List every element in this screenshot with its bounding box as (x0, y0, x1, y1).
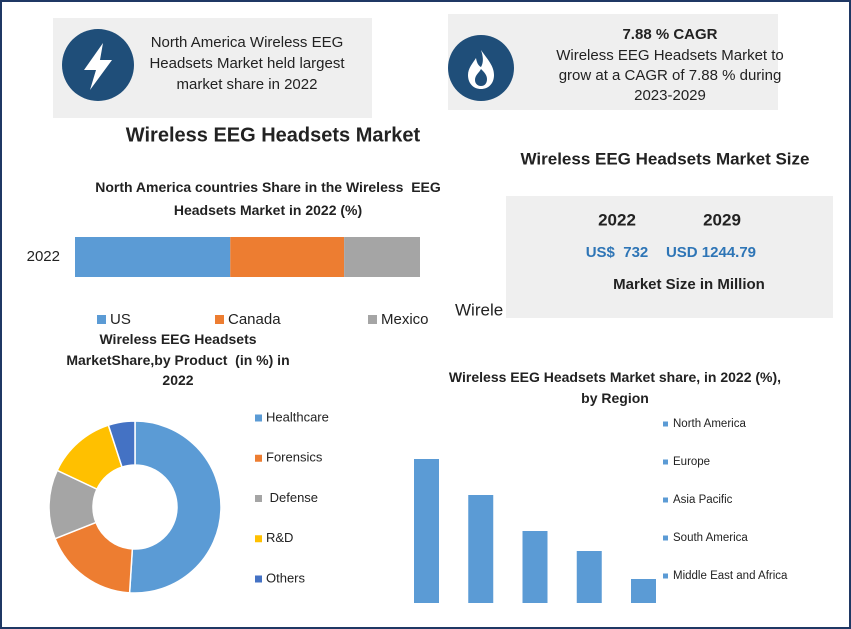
legend-label: Healthcare (266, 409, 329, 424)
legend-swatch (663, 535, 668, 541)
size-box (506, 196, 833, 318)
size-title: Wireless EEG Headsets Market Size (521, 149, 810, 168)
legend-swatch (663, 459, 668, 465)
bar-segment (344, 237, 420, 277)
bolt-icon (84, 43, 112, 90)
bar (468, 495, 494, 603)
flame-icon (468, 50, 494, 89)
donut-slice (107, 420, 136, 469)
legend-swatch (97, 315, 106, 324)
legend-label: Asia Pacific (673, 494, 733, 506)
legend-swatch (663, 573, 668, 579)
legend-label: Defense (266, 490, 318, 505)
size-unit: Market Size in Million (613, 276, 765, 293)
legend-swatch (255, 414, 262, 422)
year: 2022 (598, 210, 636, 229)
bar (631, 579, 656, 603)
legend-label: South America (673, 532, 748, 544)
bar (522, 531, 548, 603)
legend-label: North America (673, 418, 746, 430)
size-value: USD 1244.79 (666, 244, 756, 261)
stray-text: Wirele (455, 300, 503, 319)
y-tick-label: 2022 (27, 248, 60, 265)
chart-title: Wireless EEG Headsets MarketShare,by Pro… (66, 331, 294, 388)
legend-swatch (255, 535, 262, 543)
chart-title: Wireless EEG Headsets Market share, in 2… (448, 369, 785, 406)
legend-swatch (255, 575, 262, 583)
legend-swatch (255, 454, 262, 462)
legend-label: Mexico (381, 311, 429, 328)
chart-title: North America countries Share in the Wir… (95, 179, 445, 218)
callout-text: North America Wireless EEG Headsets Mark… (149, 34, 349, 93)
legend-swatch (663, 421, 668, 427)
bar (414, 459, 439, 603)
legend-label: US (110, 311, 131, 328)
legend-label: Forensics (266, 450, 323, 465)
legend-label: Middle East and Africa (673, 570, 788, 582)
legend-swatch (368, 315, 377, 324)
legend-label: Others (266, 570, 306, 585)
legend-label: Canada (228, 311, 281, 328)
callout-title: 7.88 % CAGR (622, 26, 718, 43)
callout-text: Wireless EEG Headsets Market to grow at … (556, 47, 788, 104)
bar-segment (75, 237, 231, 277)
bar (576, 551, 602, 603)
legend-swatch (663, 497, 668, 503)
year: 2029 (703, 210, 741, 229)
main-title: Wireless EEG Headsets Market (126, 124, 421, 146)
bar-segment (230, 237, 345, 277)
legend-label: Europe (673, 456, 710, 468)
legend-swatch (215, 315, 224, 324)
legend-swatch (255, 495, 262, 502)
size-value: US$ 732 (586, 244, 649, 261)
legend-label: R&D (266, 530, 293, 545)
donut-slice (128, 420, 222, 594)
